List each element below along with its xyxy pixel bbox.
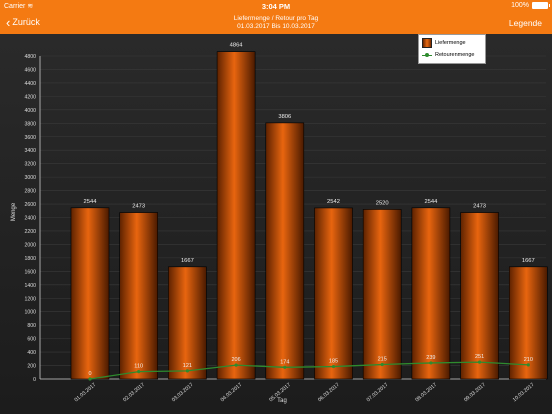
legend-item-liefermenge: Liefermenge <box>422 38 466 48</box>
y-tick-label: 200 <box>27 364 36 370</box>
legend-button[interactable]: Legende <box>508 18 542 28</box>
y-tick-label: 4600 <box>24 67 36 73</box>
retouren-point <box>137 369 141 374</box>
bar-labels: 2544 2473 1667 4864 3806 2542 2520 2544 2473 1667 <box>84 43 535 264</box>
y-tick-label: 4200 <box>24 94 36 100</box>
retouren-value-label: 121 <box>183 363 192 369</box>
status-time: 3:04 PM <box>261 2 291 11</box>
retouren-value-label: 239 <box>426 355 435 361</box>
bar-swatch-icon <box>422 38 432 48</box>
x-axis-label: Tag <box>277 398 287 404</box>
retouren-point <box>283 365 287 369</box>
y-tick-label: 600 <box>27 337 36 343</box>
y-tick-label: 1600 <box>24 269 36 275</box>
title-line-2: 01.03.2017 Bis 10.03.2017 <box>237 23 315 30</box>
bar-value-label: 1667 <box>181 258 194 264</box>
bar <box>119 212 158 380</box>
y-tick-label: 400 <box>27 350 36 356</box>
bar-value-label: 2544 <box>84 199 98 205</box>
bar-value-label: 4864 <box>230 43 244 49</box>
bars <box>70 51 548 380</box>
retouren-point <box>331 364 336 369</box>
status-bar: Carrier ≋ 3:04 PM 100% <box>0 0 552 12</box>
line-swatch-icon <box>422 52 432 58</box>
y-tick-label: 2400 <box>24 216 36 222</box>
retouren-point <box>234 363 238 367</box>
y-tick-label: 3600 <box>24 135 36 141</box>
retouren-point <box>478 360 482 364</box>
bar <box>460 212 499 380</box>
bar <box>216 51 256 380</box>
retouren-value-label: 251 <box>475 354 484 360</box>
retouren-value-label: 174 <box>280 359 289 365</box>
chart: 0 200 400 600 800 1000 1200 1400 1600 1800 2000 220… <box>0 34 552 414</box>
y-tick-label: 3200 <box>24 162 36 168</box>
bar-value-label: 2544 <box>424 199 438 205</box>
y-tick-label: 1800 <box>24 256 36 262</box>
bar-value-label: 2473 <box>132 204 145 210</box>
retouren-value-label: 110 <box>134 364 143 370</box>
bar <box>168 266 207 380</box>
y-tick-label: 2600 <box>24 202 36 208</box>
back-label: Zurück <box>12 17 40 27</box>
chevron-left-icon: ‹ <box>6 14 11 30</box>
y-tick-label: 1400 <box>24 283 36 289</box>
bar <box>314 207 353 380</box>
retouren-value-label: 185 <box>329 359 338 365</box>
y-tick-label: 0 <box>33 377 36 383</box>
retouren-point <box>88 377 92 381</box>
y-tick-label: 4800 <box>24 54 36 60</box>
y-tick-label: 1200 <box>24 296 36 302</box>
retouren-point <box>429 361 433 365</box>
bar <box>265 122 305 380</box>
legend-item-retourenmenge: Retourenmenge <box>422 52 474 58</box>
title-line-1: Liefermenge / Retour pro Tag <box>233 15 319 22</box>
y-tick-label: 4400 <box>24 81 36 87</box>
bar-value-label: 3806 <box>278 114 291 120</box>
y-tick-label: 800 <box>27 323 36 329</box>
retouren-value-label: 0 <box>88 371 91 377</box>
bar-value-label: 2542 <box>327 199 340 205</box>
carrier-label: Carrier ≋ <box>4 3 34 10</box>
y-tick-label: 2800 <box>24 189 36 195</box>
y-tick-label: 3800 <box>24 121 36 127</box>
bar-value-label: 1667 <box>522 258 535 264</box>
chart-legend: Liefermenge Retourenmenge <box>418 34 486 64</box>
navigation-bar: ‹ Zurück Liefermenge / Retour pro Tag 01… <box>0 12 552 34</box>
y-axis-label: Menge <box>11 202 17 221</box>
retouren-line: 0 110 121 206 174 185 215 239 251 210 <box>88 354 533 381</box>
retouren-point <box>185 369 189 373</box>
retouren-point <box>526 363 530 367</box>
wifi-icon: ≋ <box>27 3 34 10</box>
y-tick-label: 2000 <box>24 242 36 248</box>
legend-label: Liefermenge <box>435 40 466 46</box>
bar <box>508 266 548 380</box>
y-tick-label: 4000 <box>24 108 36 114</box>
retouren-series-line <box>89 361 529 380</box>
y-tick-label: 3400 <box>24 148 36 154</box>
page-title: Liefermenge / Retour pro Tag 01.03.2017 … <box>0 15 552 31</box>
legend-label: Retourenmenge <box>435 52 475 58</box>
retouren-point <box>380 362 384 367</box>
battery-status: 100% <box>511 2 550 9</box>
retouren-value-label: 215 <box>378 357 387 363</box>
y-tick-label: 3000 <box>24 175 36 181</box>
battery-icon <box>532 2 550 9</box>
retouren-value-label: 206 <box>232 357 241 363</box>
bar-value-label: 2473 <box>473 204 486 210</box>
back-button[interactable]: ‹ Zurück <box>6 14 40 30</box>
battery-percent: 100% <box>511 2 529 9</box>
y-tick-label: 1000 <box>24 310 36 316</box>
bar-value-label: 2520 <box>376 200 389 206</box>
bar <box>362 209 402 380</box>
bar <box>70 207 110 380</box>
y-tick-label: 2200 <box>24 229 36 235</box>
retouren-value-label: 210 <box>524 357 533 363</box>
bar <box>411 207 451 380</box>
